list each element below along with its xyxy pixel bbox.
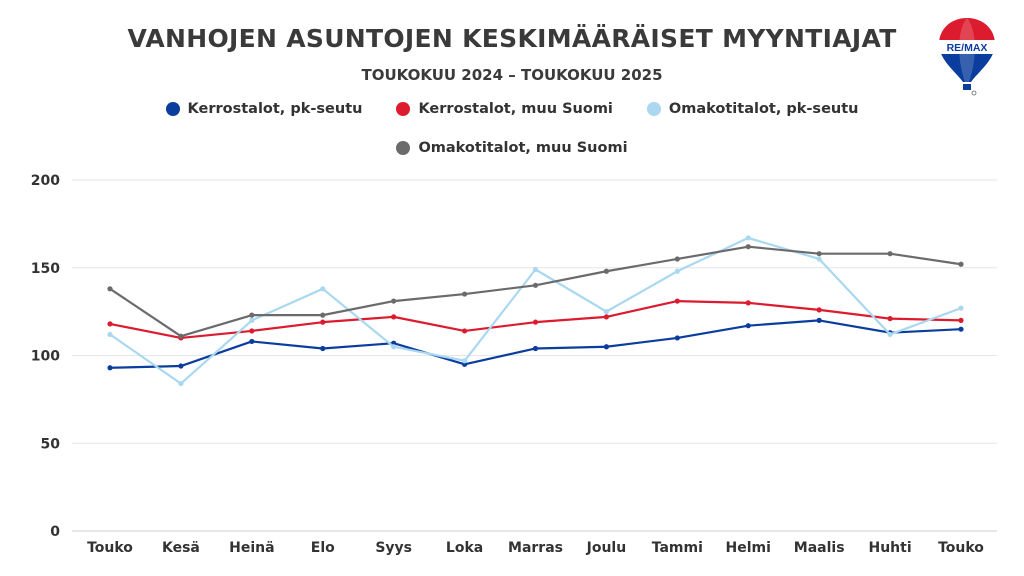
data-point [178,363,184,369]
data-point [958,305,964,311]
data-point [461,328,468,334]
legend-row-2: Omakotitalot, muu Suomi [0,140,1024,156]
data-point [532,345,539,352]
data-point [107,321,113,327]
data-point [816,256,822,262]
data-point [107,331,113,338]
data-point [107,286,113,292]
data-point [674,335,680,341]
legend-label: Kerrostalot, pk-seutu [187,101,363,117]
x-tick-label: Touko [87,540,133,556]
data-point [320,312,326,318]
data-point [107,365,113,371]
y-tick-label: 0 [50,524,60,540]
data-point [958,317,964,323]
data-point [391,344,397,350]
data-point [249,338,255,345]
data-point [745,300,751,306]
data-point [249,317,255,323]
data-point [887,251,893,257]
y-tick-label: 200 [31,173,60,189]
data-point [320,319,326,325]
data-point [391,298,397,304]
data-point [603,309,610,315]
data-point [816,317,822,323]
data-point [745,323,751,329]
data-point [816,251,822,257]
x-tick-label: Kesä [162,540,200,556]
legend-item-4: Omakotitalot, muu Suomi [396,140,628,156]
x-tick-label: Heinä [229,540,274,556]
data-point [674,268,680,274]
x-tick-label: Joulu [586,540,627,556]
data-point [674,256,680,262]
legend-label: Omakotitalot, pk-seutu [668,101,859,117]
data-point [603,268,610,274]
x-tick-label: Touko [938,540,984,556]
series-line-1 [109,319,962,369]
x-tick-label: Helmi [726,540,771,556]
legend-item-1: Kerrostalot, pk-seutu [165,101,363,117]
legend-marker [165,102,180,116]
data-point [532,319,539,325]
data-point [816,307,822,313]
legend-item-3: Omakotitalot, pk-seutu [646,101,859,117]
legend-item-2: Kerrostalot, muu Suomi [396,101,613,117]
data-point [532,266,539,273]
data-point [320,345,326,352]
y-tick-label: 50 [41,436,61,452]
legend-marker [396,141,411,155]
data-point [461,358,468,364]
x-tick-label: Elo [311,540,335,556]
x-tick-label: Syys [375,540,412,556]
chart-subtitle: TOUKOKUU 2024 – TOUKOKUU 2025 [361,66,663,84]
legend-marker [646,102,661,116]
data-point [461,291,468,297]
x-tick-label: Tammi [652,540,703,556]
data-point [320,286,326,292]
x-tick-label: Marras [508,540,563,556]
data-point [887,316,893,322]
data-point [958,326,964,332]
data-point [958,261,964,267]
data-point [532,282,539,288]
legend-row-1: Kerrostalot, pk-seutu Kerrostalot, muu S… [0,101,1024,117]
data-point [391,314,397,320]
data-point [178,333,184,339]
data-point [178,380,184,387]
legend-label: Omakotitalot, muu Suomi [418,140,628,156]
data-point [745,244,751,250]
data-point [249,312,255,318]
data-point [887,331,893,338]
legend-label: Kerrostalot, muu Suomi [418,101,613,117]
data-point [745,235,751,241]
legend-marker [396,102,411,116]
data-point [249,328,255,334]
x-tick-label: Maalis [794,540,845,556]
data-point [674,298,680,304]
x-tick-label: Huhti [869,540,912,556]
balloon-logo-icon: RE/MAX [939,18,995,96]
data-point [603,344,610,350]
y-tick-label: 100 [31,349,60,365]
y-tick-label: 150 [31,261,60,277]
logo-text: RE/MAX [947,42,988,54]
chart-title: VANHOJEN ASUNTOJEN KESKIMÄÄRÄISET MYYNTI… [127,24,897,53]
data-point [603,314,610,320]
x-tick-label: Loka [446,540,483,556]
